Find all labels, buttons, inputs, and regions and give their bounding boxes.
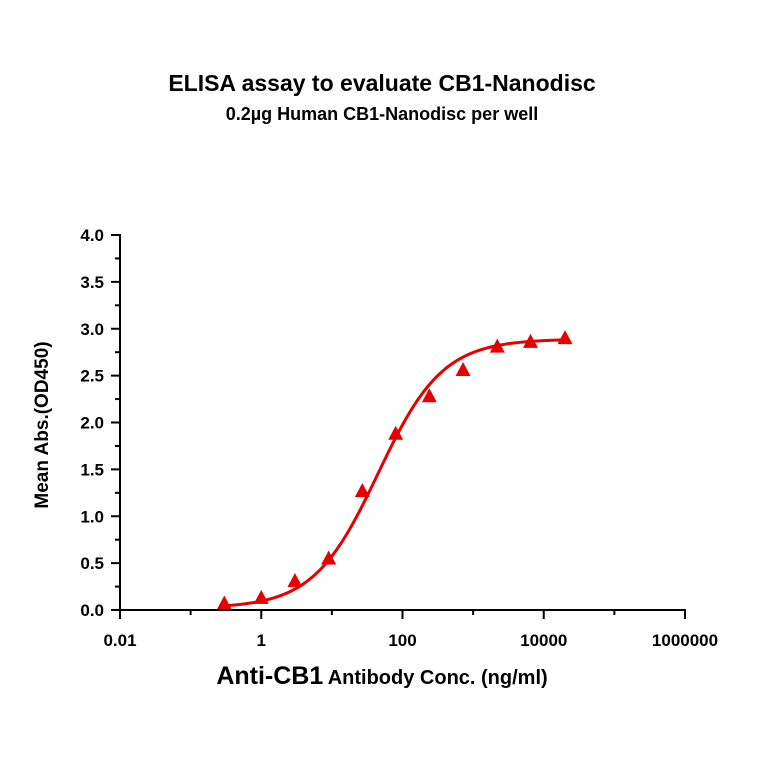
x-tick-label: 10000 (520, 631, 567, 650)
data-point-triangle (321, 550, 337, 565)
chart-title: ELISA assay to evaluate CB1-Nanodisc (168, 70, 596, 96)
data-point-triangle (421, 388, 437, 403)
data-point-triangle (287, 572, 303, 587)
fit-curve (224, 338, 566, 608)
data-point-triangle (216, 595, 232, 610)
y-tick-label: 0.0 (80, 601, 104, 620)
x-tick-label: 1000000 (652, 631, 718, 650)
y-tick-label: 3.0 (80, 320, 104, 339)
data-point-triangle (388, 425, 404, 440)
x-tick-label: 1 (257, 631, 266, 650)
y-tick-label: 1.5 (80, 460, 104, 479)
data-point-triangle (253, 589, 269, 604)
x-tick-label: 0.01 (103, 631, 136, 650)
x-axis-label-main: Anti-CB1 (216, 662, 324, 690)
x-axis-label: Anti-CB1 Antibody Conc. (ng/ml) (0, 662, 764, 691)
y-tick-label: 0.5 (80, 554, 104, 573)
y-tick-label: 3.5 (80, 273, 104, 292)
data-point-triangle (455, 362, 471, 376)
y-tick-label: 2.0 (80, 414, 104, 433)
data-point-triangle (523, 333, 539, 348)
data-point-triangle (557, 330, 573, 345)
data-point-triangle (354, 482, 370, 497)
y-tick-label: 4.0 (80, 226, 104, 245)
y-tick-label: 1.0 (80, 507, 104, 526)
x-axis-label-rest: Antibody Conc. (ng/ml) (327, 667, 548, 689)
x-tick-label: 100 (388, 631, 416, 650)
y-tick-label: 2.5 (80, 367, 104, 386)
data-point-triangle (489, 338, 505, 353)
chart-subtitle: 0.2µg Human CB1-Nanodisc per well (225, 104, 539, 124)
